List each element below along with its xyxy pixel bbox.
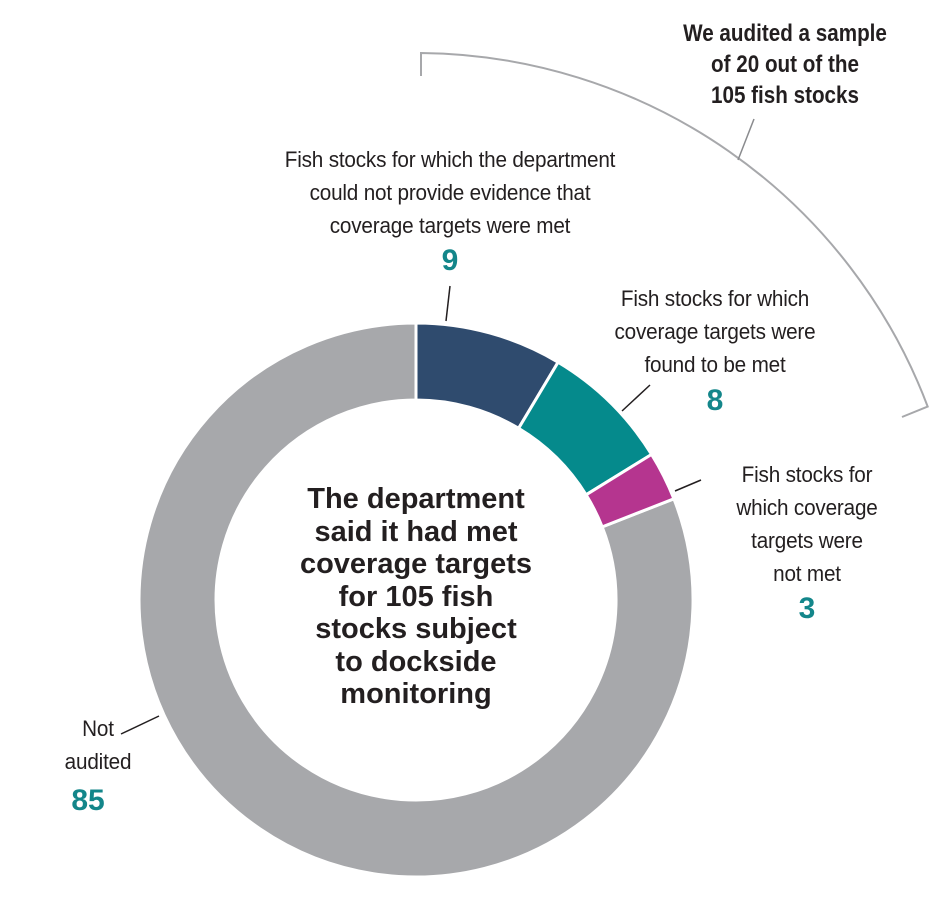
label-no-evidence: Fish stocks for which the department cou… [248, 143, 653, 242]
label-met: Fish stocks for which coverage targets w… [595, 282, 834, 381]
callout-line: 105 fish stocks [710, 82, 860, 109]
label-line: could not provide evidence that [309, 180, 591, 205]
callout-line: of 20 out of the [711, 51, 859, 78]
leader-line-not-audited [120, 715, 160, 735]
audited-bracket [420, 51, 929, 418]
leader-line-not-met [674, 479, 702, 492]
label-line: Fish stocks for which the department [284, 147, 616, 172]
label-line: not met [773, 561, 841, 586]
label-line: coverage targets were met [329, 213, 571, 238]
label-not-audited: Not audited [52, 712, 144, 778]
leader-line-no-evidence [445, 285, 451, 322]
center-line: said it had met [314, 515, 518, 548]
center-line: coverage targets [299, 548, 533, 580]
center-line: The department [307, 483, 525, 515]
label-line: Fish stocks for which [620, 286, 810, 311]
donut-center-title: The department said it had met coverage … [266, 483, 566, 711]
value-not-audited: 85 [71, 784, 105, 817]
slice-not-audited [137, 321, 695, 879]
center-line: to dockside [335, 645, 497, 678]
center-line: for 105 fish [338, 580, 494, 613]
label-line: which coverage [736, 495, 878, 520]
value-not-met: 3 [798, 592, 816, 625]
callout-leader-line [737, 118, 755, 161]
label-not-met: Fish stocks for which coverage targets w… [720, 458, 895, 590]
leader-line-met [621, 384, 651, 412]
callout-line: We audited a sample [683, 20, 887, 47]
value-met: 8 [706, 384, 724, 417]
label-line: Not [82, 716, 114, 741]
label-line: targets were [751, 528, 863, 553]
center-line: stocks subject [315, 613, 517, 645]
label-line: found to be met [644, 352, 786, 377]
label-line: coverage targets were [614, 319, 816, 344]
label-line: Fish stocks for [741, 462, 873, 487]
value-no-evidence: 9 [441, 244, 459, 277]
label-line: audited [64, 749, 132, 774]
center-line: monitoring [340, 678, 492, 710]
audited-sample-callout: We audited a sample of 20 out of the 105… [660, 18, 909, 111]
slice-not-met [584, 452, 676, 529]
